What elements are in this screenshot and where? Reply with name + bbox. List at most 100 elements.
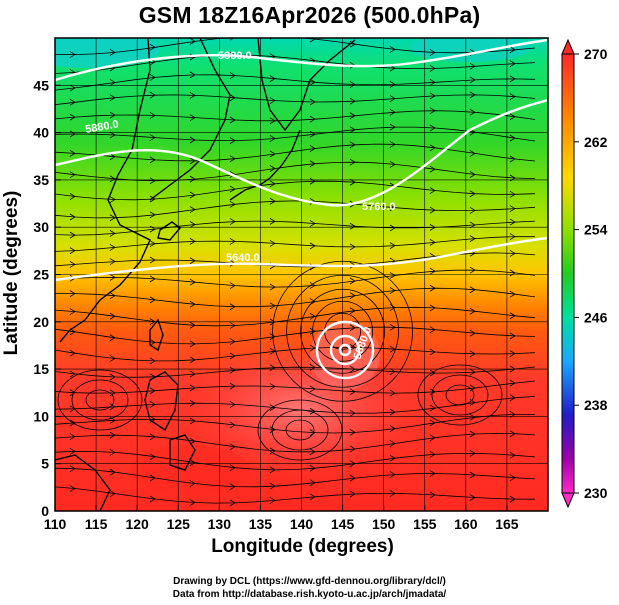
- streamline-arrow: [389, 368, 396, 376]
- y-tick-label: 35: [33, 172, 49, 188]
- streamline-arrow: [309, 242, 316, 250]
- eddy-streamline: [431, 374, 489, 416]
- streamline-arrow: [269, 302, 276, 310]
- y-tick-label: 45: [33, 77, 49, 93]
- eddy-streamline: [417, 364, 503, 426]
- x-tick-label: 125: [167, 516, 191, 532]
- streamline-arrow: [469, 307, 476, 315]
- streamline-arrow: [229, 218, 236, 225]
- streamline-arrow: [69, 419, 76, 427]
- streamline-arrow: [189, 437, 196, 445]
- streamline: [55, 220, 536, 236]
- streamline: [55, 236, 536, 252]
- streamline-arrow: [69, 193, 76, 200]
- streamline-arrow: [509, 134, 516, 142]
- streamline-arrow: [389, 108, 396, 116]
- streamline-arrow: [509, 218, 516, 226]
- streamline-arrow: [149, 474, 156, 482]
- streamline-arrow: [349, 292, 356, 299]
- streamline-arrow: [269, 364, 276, 372]
- streamline-arrow: [69, 308, 76, 315]
- colorbar-top-arrow: [561, 38, 575, 55]
- streamline-arrow: [349, 344, 356, 351]
- streamline-arrow: [229, 155, 236, 163]
- streamline-arrow: [269, 117, 276, 125]
- streamline-arrow: [309, 298, 316, 305]
- streamline-arrow: [509, 394, 516, 402]
- streamline-arrow: [389, 324, 396, 331]
- streamline-arrow: [109, 94, 116, 102]
- streamline-arrow: [429, 470, 436, 477]
- streamline: [55, 347, 536, 362]
- streamline-arrow: [469, 108, 476, 116]
- streamline-arrow: [469, 235, 476, 242]
- streamline-arrow: [189, 157, 196, 165]
- streamline: [55, 396, 536, 414]
- streamline-arrow: [429, 450, 436, 458]
- streamline-arrow: [349, 141, 356, 149]
- streamline-arrow: [469, 266, 476, 274]
- streamline-arrow: [69, 290, 76, 297]
- streamline-arrow: [349, 409, 356, 417]
- x-tick-label: 145: [331, 516, 355, 532]
- streamline-arrow: [389, 272, 396, 279]
- streamline-arrow: [429, 165, 436, 173]
- streamline-arrow: [349, 81, 356, 88]
- streamline-arrow: [229, 185, 236, 193]
- streamline-arrow: [229, 200, 236, 208]
- streamline-arrow: [389, 224, 396, 232]
- streamline-arrow: [509, 269, 516, 277]
- streamline-arrow: [349, 178, 356, 186]
- streamline-arrow: [109, 274, 116, 281]
- x-tick-label: 110: [44, 516, 67, 532]
- streamline-arrow: [109, 49, 116, 56]
- streamline-arrow: [509, 155, 516, 163]
- streamline-arrow: [189, 136, 196, 144]
- streamline-arrow: [389, 304, 396, 311]
- streamline-arrow: [149, 195, 156, 203]
- temperature-field: [55, 38, 548, 511]
- streamline-arrow: [109, 292, 116, 300]
- streamline-arrow: [229, 38, 235, 41]
- streamline-arrow: [389, 425, 396, 432]
- streamline-arrow: [109, 131, 116, 139]
- streamline-arrow: [229, 171, 236, 178]
- streamline-arrow: [189, 38, 196, 45]
- streamline-arrow: [149, 453, 156, 461]
- streamline-arrow: [509, 233, 516, 240]
- streamline-arrow: [349, 474, 356, 482]
- streamline-arrow: [189, 206, 196, 213]
- y-tick-label: 20: [33, 314, 49, 330]
- streamline-arrow: [109, 403, 116, 411]
- y-tick-label: 10: [33, 408, 49, 424]
- streamline-arrow: [189, 71, 196, 79]
- streamline-arrow: [309, 407, 316, 415]
- streamline-arrow: [269, 466, 276, 474]
- streamline-arrow: [69, 84, 76, 92]
- streamline-arrow: [189, 459, 196, 466]
- streamline-arrow: [309, 38, 316, 43]
- footer-source-line: Data from http://database.rish.kyoto-u.a…: [172, 589, 447, 600]
- streamline-arrow: [269, 447, 276, 455]
- streamline-arrow: [389, 95, 396, 102]
- eddy-streamline: [271, 409, 329, 451]
- streamline-arrow: [389, 141, 396, 148]
- streamline: [55, 306, 536, 327]
- streamline-arrow: [269, 426, 276, 433]
- streamline-arrow: [469, 450, 476, 457]
- streamline-arrow: [349, 126, 356, 134]
- streamline-arrow: [229, 137, 236, 144]
- streamline-arrow: [349, 222, 356, 230]
- chart-title: GSM 18Z16Apr2026 (500.0hPa): [138, 2, 481, 28]
- streamline-arrow: [469, 76, 476, 84]
- streamline-arrow: [469, 350, 476, 358]
- streamline-arrow: [469, 471, 476, 479]
- streamline-arrow: [149, 43, 156, 51]
- streamline-arrow: [229, 483, 236, 490]
- streamline-arrow: [69, 231, 76, 239]
- streamline-arrow: [69, 465, 76, 473]
- streamline-arrow: [309, 177, 316, 185]
- x-tick-label: 140: [290, 516, 314, 532]
- streamline-arrow: [349, 490, 356, 498]
- streamline-arrow: [229, 303, 236, 311]
